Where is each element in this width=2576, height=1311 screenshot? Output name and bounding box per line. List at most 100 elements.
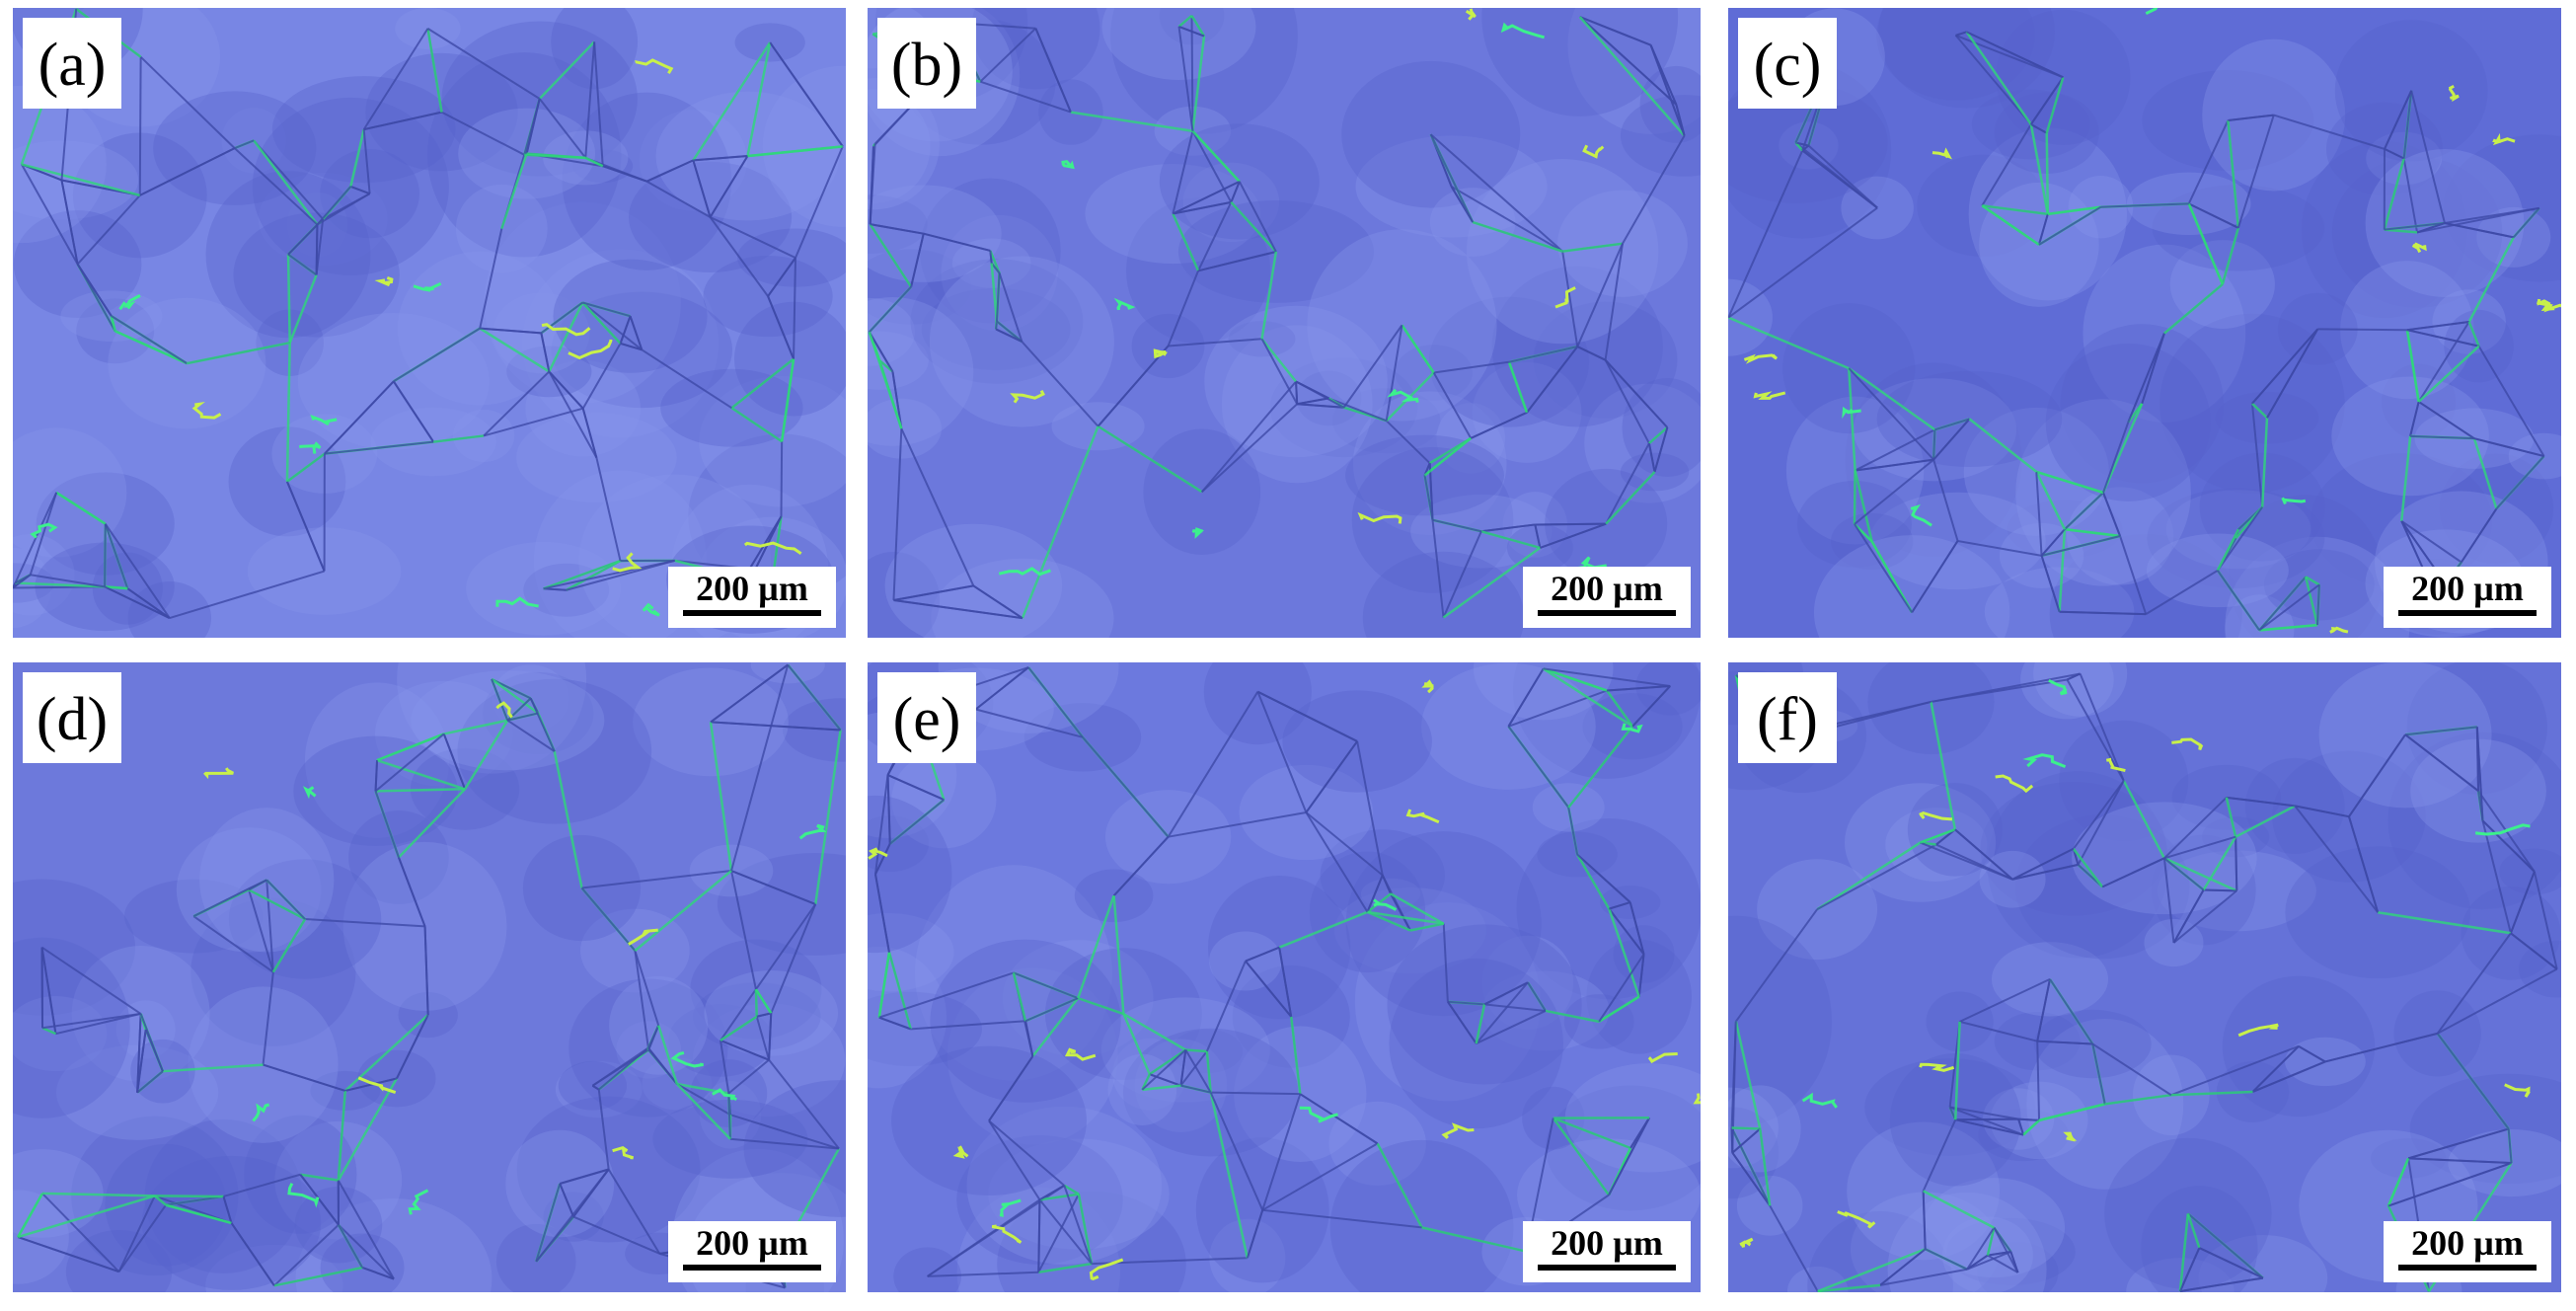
- grain-boundary: [887, 774, 945, 802]
- grain-boundary: [1260, 251, 1278, 340]
- grain-boundary: [2077, 780, 2125, 866]
- grain-boundary: [730, 870, 816, 905]
- grain-boundary: [2041, 535, 2121, 557]
- strain-highlight: [191, 402, 222, 420]
- grain-boundary: [1508, 346, 1578, 363]
- grain-boundary: [1472, 220, 1563, 253]
- grain-boundary: [1922, 1191, 1927, 1250]
- grain-boundary: [2437, 967, 2558, 1035]
- grain-boundary: [1209, 1092, 1264, 1211]
- grain-boundary: [1122, 1012, 1186, 1051]
- grain-boundary: [337, 1077, 398, 1182]
- grain-boundary: [2225, 797, 2237, 837]
- grain: [868, 398, 942, 459]
- grain-boundary: [1278, 947, 1293, 1018]
- grain-boundary: [300, 1173, 339, 1182]
- grain: [127, 581, 212, 638]
- grain-boundary: [1879, 1268, 1968, 1286]
- strain-highlight: [408, 1189, 429, 1215]
- grain: [2272, 750, 2426, 883]
- strain-highlight: [1441, 1122, 1475, 1139]
- grain-boundary: [41, 1027, 56, 1036]
- grain-boundary: [647, 1046, 678, 1085]
- grain-boundary: [2259, 623, 2318, 632]
- strain-highlight: [1153, 348, 1168, 359]
- grain-boundary: [927, 1271, 1039, 1277]
- grain-boundary: [1848, 367, 1936, 431]
- grain-boundary: [584, 41, 596, 158]
- grain-boundary: [105, 585, 128, 590]
- grain-boundary: [1190, 15, 1194, 131]
- grain-boundary: [768, 1013, 773, 1060]
- grain: [699, 375, 846, 507]
- grain-boundary: [376, 733, 445, 762]
- grain-boundary: [1077, 1194, 1094, 1265]
- grain-boundary: [989, 250, 993, 264]
- grain-boundary: [892, 428, 903, 601]
- grain: [1814, 535, 2010, 638]
- grain-boundary: [1604, 359, 1669, 428]
- grain-boundary: [1367, 910, 1444, 925]
- grain-boundary: [2402, 158, 2419, 233]
- grain-boundary: [2202, 836, 2237, 891]
- grain-boundary: [41, 1192, 155, 1197]
- grain-boundary: [2035, 471, 2043, 556]
- grain: [1728, 82, 1888, 203]
- strain-highlight: [1801, 1092, 1838, 1109]
- grain-boundary: [2217, 506, 2263, 572]
- grain-boundary: [1390, 892, 1445, 925]
- strain-highlight: [2448, 84, 2460, 103]
- grain-boundary: [2037, 213, 2049, 246]
- grain-boundary: [1567, 725, 1634, 809]
- grain-boundary: [1299, 1093, 1379, 1145]
- grain-boundary: [273, 1224, 340, 1287]
- grain-boundary: [1879, 1248, 1927, 1286]
- grain-boundary: [2040, 528, 2066, 557]
- grain-boundary: [2163, 857, 2237, 892]
- grain-boundary: [1447, 1000, 1485, 1006]
- strain-highlight: [413, 281, 442, 292]
- strain-highlight: [1932, 147, 1952, 160]
- strain-highlight: [1919, 1062, 1955, 1072]
- strain-highlight: [670, 1050, 704, 1068]
- grain-boundary: [1567, 807, 1579, 855]
- grain-boundary: [1631, 685, 1671, 728]
- strain-highlight: [298, 441, 322, 454]
- grain-boundary: [162, 1063, 264, 1073]
- strain-highlight: [991, 1224, 1023, 1244]
- grain-boundary: [2251, 328, 2319, 405]
- grain-boundary: [1256, 690, 1358, 742]
- grain-boundary: [2384, 90, 2413, 150]
- grain-boundary: [2400, 519, 2462, 564]
- micrograph-background: [13, 662, 846, 1292]
- grain: [1728, 915, 1833, 1127]
- strain-highlight: [2048, 678, 2068, 696]
- grain-boundary: [2162, 858, 2175, 944]
- grain: [914, 865, 1112, 1081]
- grain-boundary: [2203, 888, 2237, 892]
- grain: [2151, 834, 2256, 946]
- grain-boundary: [2305, 576, 2320, 586]
- grain-boundary: [1920, 841, 2013, 881]
- grain: [2285, 846, 2471, 979]
- grain-boundary: [1578, 16, 1686, 137]
- grain: [1807, 1210, 1953, 1292]
- grain-boundary: [1576, 346, 1606, 361]
- grain-boundary: [2416, 206, 2539, 234]
- grain-boundary: [1966, 1251, 2011, 1271]
- grain-boundary: [104, 523, 171, 619]
- grain-boundary: [2418, 401, 2475, 440]
- grain-boundary: [1728, 316, 1850, 370]
- grain-boundary: [361, 1267, 395, 1280]
- grain-boundary: [727, 1058, 770, 1095]
- grain-boundary: [1562, 242, 1624, 253]
- strain-highlight: [1919, 810, 1952, 821]
- grain: [2020, 662, 2114, 720]
- micrograph-panel: (a) 200 µm: [13, 8, 846, 638]
- grain-boundary: [1507, 667, 1545, 728]
- grain: [688, 433, 846, 599]
- grain-boundary: [344, 1077, 398, 1092]
- grain-boundary: [2304, 576, 2319, 626]
- grain-boundary: [756, 1012, 772, 1018]
- grain-boundary: [1922, 1118, 1957, 1192]
